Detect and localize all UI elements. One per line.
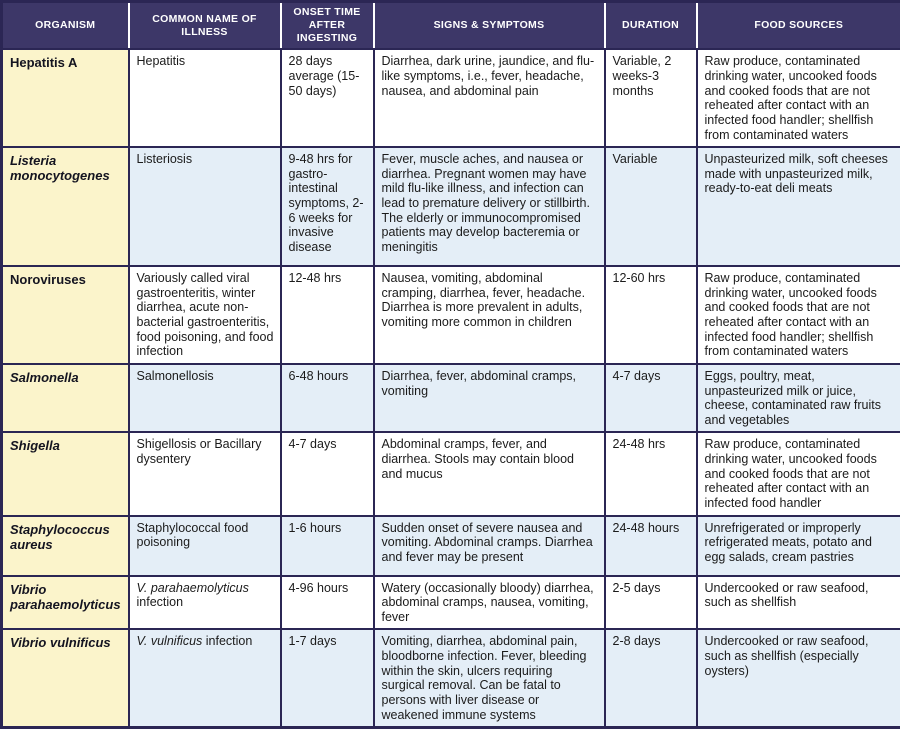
cell-onset-time: 4-7 days [281, 432, 374, 515]
common-name-text: infection [137, 595, 184, 609]
cell-signs-symptoms: Sudden onset of severe nausea and vomiti… [374, 516, 605, 576]
table-header-row: ORGANISM COMMON NAME OF ILLNESS ONSET TI… [2, 2, 900, 50]
cell-signs-symptoms: Nausea, vomiting, abdominal cramping, di… [374, 266, 605, 364]
cell-duration: 2-8 days [605, 629, 697, 727]
cell-onset-time: 28 days average (15-50 days) [281, 49, 374, 147]
cell-duration: 12-60 hrs [605, 266, 697, 364]
cell-food-sources: Raw produce, contaminated drinking water… [697, 49, 900, 147]
cell-food-sources: Raw produce, contaminated drinking water… [697, 266, 900, 364]
col-header-common-name: COMMON NAME OF ILLNESS [129, 2, 281, 50]
cell-food-sources: Undercooked or raw seafood, such as shel… [697, 629, 900, 727]
cell-food-sources: Eggs, poultry, meat, unpasteurized milk … [697, 364, 900, 433]
cell-organism: Vibrio vulnificus [2, 629, 129, 727]
organism-name: Staphylococcus aureus [10, 522, 110, 552]
table-row-listeria: Listeria monocytogenes Listeriosis 9-48 … [2, 147, 900, 266]
cell-organism: Shigella [2, 432, 129, 515]
cell-organism: Staphylococcus aureus [2, 516, 129, 576]
common-name-text: Variously called viral gastroenteritis, … [137, 271, 274, 358]
cell-food-sources: Raw produce, contaminated drinking water… [697, 432, 900, 515]
table-row-noroviruses: Noroviruses Variously called viral gastr… [2, 266, 900, 364]
cell-common-name: V. parahaemolyticus infection [129, 576, 281, 630]
common-name-italic-part: V. parahaemolyticus [137, 581, 249, 595]
common-name-text: infection [202, 634, 252, 648]
cell-organism: Hepatitis A [2, 49, 129, 147]
common-name-text: Listeriosis [137, 152, 193, 166]
cell-food-sources: Undercooked or raw seafood, such as shel… [697, 576, 900, 630]
cell-food-sources: Unpasteurized milk, soft cheeses made wi… [697, 147, 900, 266]
table-row-vibrio-parahaemolyticus: Vibrio parahaemolyticus V. parahaemolyti… [2, 576, 900, 630]
cell-common-name: Listeriosis [129, 147, 281, 266]
cell-duration: Variable [605, 147, 697, 266]
common-name-text: Salmonellosis [137, 369, 214, 383]
col-header-organism: ORGANISM [2, 2, 129, 50]
cell-common-name: V. vulnificus infection [129, 629, 281, 727]
cell-onset-time: 6-48 hours [281, 364, 374, 433]
common-name-text: Hepatitis [137, 54, 186, 68]
cell-signs-symptoms: Diarrhea, dark urine, jaundice, and flu-… [374, 49, 605, 147]
cell-duration: 24-48 hours [605, 516, 697, 576]
cell-onset-time: 1-7 days [281, 629, 374, 727]
cell-duration: 4-7 days [605, 364, 697, 433]
cell-onset-time: 9-48 hrs for gastro-intestinal symptoms,… [281, 147, 374, 266]
cell-duration: 2-5 days [605, 576, 697, 630]
cell-organism: Listeria monocytogenes [2, 147, 129, 266]
common-name-text: Staphylococcal food poisoning [137, 521, 249, 550]
cell-common-name: Salmonellosis [129, 364, 281, 433]
cell-common-name: Variously called viral gastroenteritis, … [129, 266, 281, 364]
cell-signs-symptoms: Fever, muscle aches, and nausea or diarr… [374, 147, 605, 266]
organism-name: Hepatitis A [10, 55, 77, 70]
col-header-onset-time: ONSET TIME AFTER INGESTING [281, 2, 374, 50]
cell-signs-symptoms: Vomiting, diarrhea, abdominal pain, bloo… [374, 629, 605, 727]
organism-name: Noroviruses [10, 272, 86, 287]
cell-food-sources: Unrefrigerated or improperly refrigerate… [697, 516, 900, 576]
cell-organism: Vibrio parahaemolyticus [2, 576, 129, 630]
organism-name: Vibrio parahaemolyticus [10, 582, 121, 612]
table-row-vibrio-vulnificus: Vibrio vulnificus V. vulnificus infectio… [2, 629, 900, 727]
organism-name: Listeria monocytogenes [10, 153, 110, 183]
cell-duration: 24-48 hrs [605, 432, 697, 515]
table-row-shigella: Shigella Shigellosis or Bacillary dysent… [2, 432, 900, 515]
common-name-italic-part: V. vulnificus [137, 634, 203, 648]
cell-signs-symptoms: Diarrhea, fever, abdominal cramps, vomit… [374, 364, 605, 433]
cell-common-name: Shigellosis or Bacillary dysentery [129, 432, 281, 515]
cell-onset-time: 4-96 hours [281, 576, 374, 630]
cell-signs-symptoms: Watery (occasionally bloody) diarrhea, a… [374, 576, 605, 630]
cell-organism: Noroviruses [2, 266, 129, 364]
cell-organism: Salmonella [2, 364, 129, 433]
table-row-staphylococcus: Staphylococcus aureus Staphylococcal foo… [2, 516, 900, 576]
cell-onset-time: 12-48 hrs [281, 266, 374, 364]
organism-name: Shigella [10, 438, 60, 453]
cell-onset-time: 1-6 hours [281, 516, 374, 576]
cell-common-name: Hepatitis [129, 49, 281, 147]
col-header-signs-symptoms: SIGNS & SYMPTOMS [374, 2, 605, 50]
cell-common-name: Staphylococcal food poisoning [129, 516, 281, 576]
common-name-text: Shigellosis or Bacillary dysentery [137, 437, 262, 466]
col-header-duration: DURATION [605, 2, 697, 50]
organism-name: Vibrio vulnificus [10, 635, 111, 650]
organism-name: Salmonella [10, 370, 79, 385]
table-row-salmonella: Salmonella Salmonellosis 6-48 hours Diar… [2, 364, 900, 433]
table-row-hepatitis-a: Hepatitis A Hepatitis 28 days average (1… [2, 49, 900, 147]
cell-signs-symptoms: Abdominal cramps, fever, and diarrhea. S… [374, 432, 605, 515]
cell-duration: Variable, 2 weeks-3 months [605, 49, 697, 147]
col-header-food-sources: FOOD SOURCES [697, 2, 900, 50]
